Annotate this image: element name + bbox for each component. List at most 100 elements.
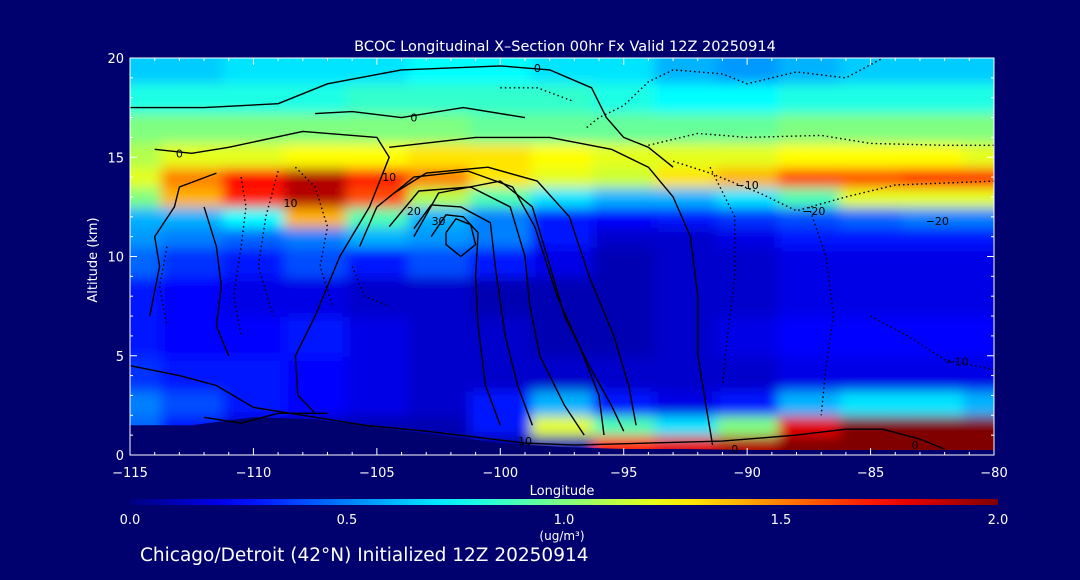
contour-solid bbox=[203, 412, 328, 424]
heatmap-cell bbox=[963, 112, 994, 144]
heatmap-cell bbox=[963, 58, 994, 84]
footer-caption: Chicago/Detroit (42°N) Initialized 12Z 2… bbox=[140, 545, 589, 566]
heatmap-cell bbox=[778, 142, 841, 169]
heatmap-cell bbox=[963, 167, 994, 189]
heatmap-cell bbox=[130, 142, 162, 169]
heatmap-cell bbox=[407, 316, 471, 357]
heatmap-cell bbox=[469, 58, 533, 84]
heatmap-cell bbox=[222, 112, 286, 144]
contour-dotted bbox=[351, 266, 390, 307]
heatmap-cell bbox=[284, 355, 347, 392]
heatmap-cell bbox=[778, 316, 841, 357]
plot-area: 0 0 0 10 20 30 10 −10 −20 −20 −10 10 0 0 bbox=[130, 58, 994, 455]
heatmap-cell bbox=[963, 390, 994, 417]
heatmap-cell bbox=[469, 187, 533, 208]
heatmap-cell bbox=[839, 276, 903, 318]
heatmap-cell bbox=[901, 390, 965, 417]
heatmap-cell bbox=[346, 167, 409, 189]
heatmap-cell bbox=[839, 246, 903, 278]
heatmap-cell bbox=[469, 167, 533, 189]
heatmap-cell bbox=[839, 316, 903, 357]
heatmap-cell bbox=[222, 246, 286, 278]
heatmap-cell bbox=[531, 142, 594, 169]
heatmap-cell bbox=[222, 187, 286, 208]
heatmap-cell bbox=[716, 246, 779, 278]
heatmap-cell bbox=[531, 415, 594, 437]
heatmap-cell bbox=[963, 187, 994, 208]
heatmap-cell bbox=[531, 167, 594, 189]
heatmap-cell bbox=[222, 167, 286, 189]
heatmap-cell bbox=[407, 187, 471, 208]
heatmap-cell bbox=[469, 142, 533, 169]
heatmap-cell bbox=[160, 276, 224, 318]
heatmap-cell bbox=[531, 58, 594, 84]
heatmap-cell bbox=[407, 246, 471, 278]
heatmap-cell bbox=[469, 390, 533, 417]
contour-labels: 0 0 0 10 20 30 10 −10 −20 −20 −10 10 0 0 bbox=[176, 62, 969, 455]
heatmap-cell bbox=[716, 112, 779, 144]
heatmap-cell bbox=[901, 58, 965, 84]
heatmap-cell bbox=[963, 206, 994, 228]
y-tick-label: 10 bbox=[107, 251, 124, 266]
heatmap-cell bbox=[654, 226, 718, 248]
heatmap-cell bbox=[963, 355, 994, 392]
y-tick-label: 20 bbox=[107, 52, 124, 67]
heatmap-cell bbox=[592, 112, 656, 144]
colorbar-ticks: 0.0 0.5 1.0 1.5 2.0 bbox=[120, 513, 1009, 528]
heatmap-cell bbox=[160, 226, 224, 248]
heatmap-cell bbox=[592, 246, 656, 278]
contour-dotted bbox=[500, 87, 575, 103]
heatmap-cell bbox=[130, 167, 162, 189]
heatmap-cell bbox=[963, 82, 994, 114]
colorbar-tick-label: 0.0 bbox=[120, 513, 141, 528]
heatmap-cell bbox=[963, 316, 994, 357]
heatmap-cell bbox=[160, 167, 224, 189]
contour-solid bbox=[130, 65, 674, 168]
heatmap-cell bbox=[963, 226, 994, 248]
contour-dotted bbox=[586, 58, 884, 129]
heatmap-cell bbox=[963, 142, 994, 169]
heatmap-cell bbox=[222, 226, 286, 248]
heatmap-cell bbox=[346, 58, 409, 84]
heatmap-cell bbox=[716, 355, 779, 392]
heatmap-cell bbox=[407, 142, 471, 169]
heatmap-cell bbox=[716, 276, 779, 318]
colorbar-tick-label: 1.0 bbox=[554, 513, 575, 528]
heatmap-cell bbox=[592, 206, 656, 228]
heatmap-cell bbox=[901, 226, 965, 248]
heatmap-cell bbox=[592, 355, 656, 392]
heatmap-cell bbox=[346, 390, 409, 417]
heatmap-cell bbox=[531, 82, 594, 114]
heatmap-cell bbox=[901, 415, 965, 437]
contour-dotted bbox=[870, 315, 994, 371]
heatmap-cell bbox=[469, 355, 533, 392]
heatmap-cell bbox=[222, 316, 286, 357]
heatmap-cell bbox=[284, 142, 347, 169]
y-tick-label: 0 bbox=[116, 449, 124, 464]
x-tick-label: −115 bbox=[112, 466, 148, 481]
heatmap-cell bbox=[592, 390, 656, 417]
heatmap-cell bbox=[284, 316, 347, 357]
heatmap-cell bbox=[716, 82, 779, 114]
x-tick-label: −85 bbox=[857, 466, 884, 481]
colorbar-units: (ug/m³) bbox=[539, 529, 584, 543]
heatmap-cell bbox=[901, 316, 965, 357]
contour-dotted bbox=[648, 132, 994, 146]
heatmap-cell bbox=[160, 82, 224, 114]
heatmap-cell bbox=[531, 206, 594, 228]
colorbar-tick-label: 0.5 bbox=[337, 513, 358, 528]
contour-label: 20 bbox=[407, 205, 421, 218]
contour-label: 10 bbox=[283, 197, 297, 210]
contour-label: −10 bbox=[736, 179, 759, 192]
heatmap-cell bbox=[839, 187, 903, 208]
heatmap-cell bbox=[284, 58, 347, 84]
heatmap-cell bbox=[839, 226, 903, 248]
y-axis-label: Altitude (km) bbox=[86, 217, 101, 302]
x-tick-label: −95 bbox=[610, 466, 637, 481]
heatmap-cell bbox=[222, 276, 286, 318]
heatmap-cell bbox=[407, 276, 471, 318]
colorbar-tick-label: 1.5 bbox=[771, 513, 792, 528]
heatmap-cell bbox=[654, 316, 718, 357]
heatmap-cell bbox=[222, 82, 286, 114]
